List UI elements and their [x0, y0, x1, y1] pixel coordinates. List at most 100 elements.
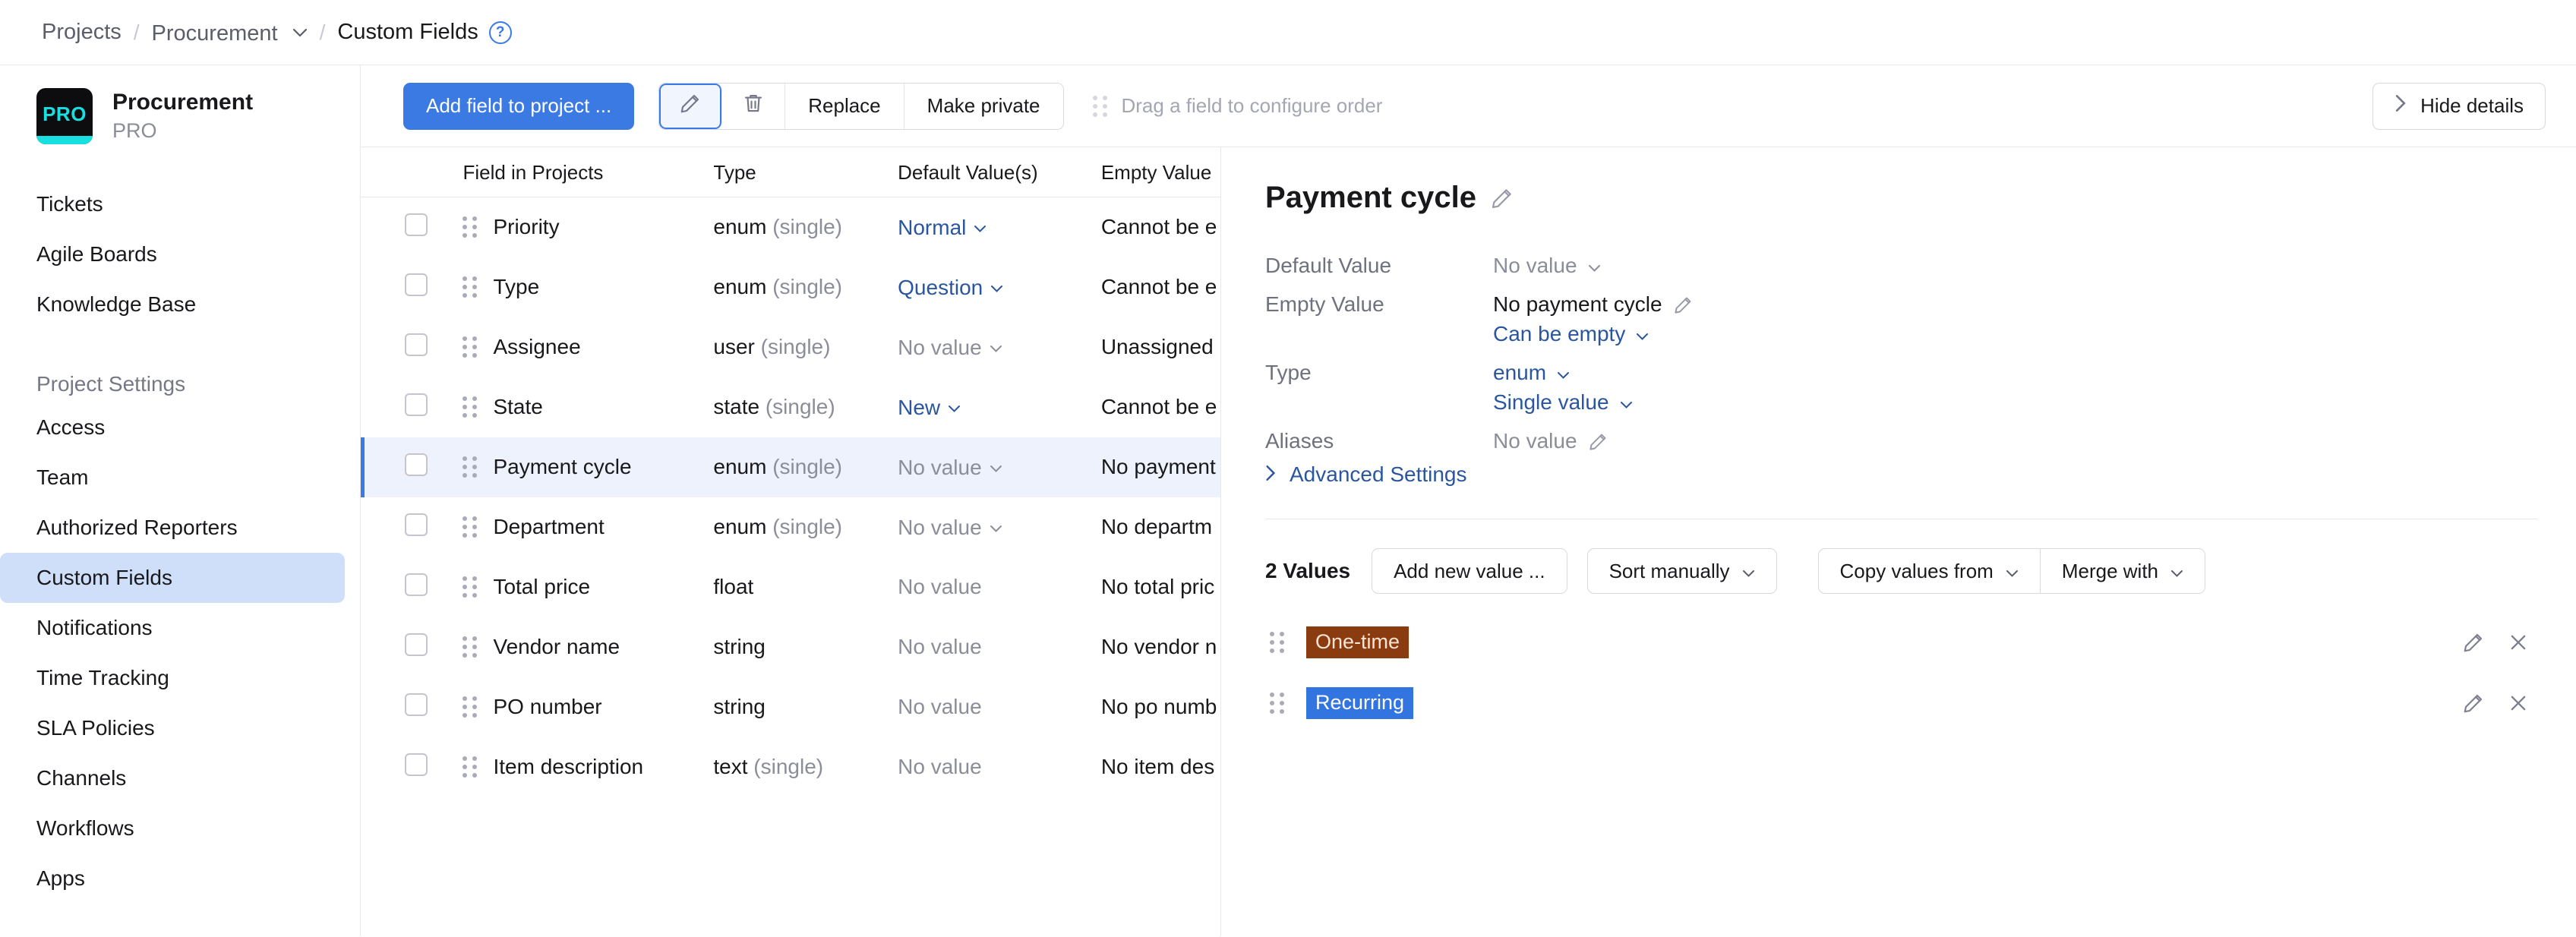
- drag-handle-icon[interactable]: [462, 636, 478, 658]
- row-default-cell[interactable]: New: [898, 377, 1101, 437]
- sidebar-item-team[interactable]: Team: [0, 453, 345, 503]
- default-value-dropdown[interactable]: No value: [1493, 254, 1601, 278]
- edit-field-button[interactable]: [659, 83, 723, 129]
- sidebar-item-tickets[interactable]: Tickets: [0, 179, 345, 229]
- sidebar-item-notifications[interactable]: Notifications: [0, 603, 345, 653]
- default-value-label: Default Value: [1265, 254, 1392, 277]
- field-default-value[interactable]: No value: [898, 516, 982, 539]
- row-checkbox[interactable]: [405, 393, 428, 416]
- sidebar-item-custom-fields[interactable]: Custom Fields: [0, 553, 345, 603]
- table-row[interactable]: Assignee user (single) No value Unassign…: [361, 317, 1220, 377]
- close-icon[interactable]: [2508, 692, 2529, 714]
- drag-handle-icon[interactable]: [462, 696, 478, 718]
- breadcrumb-projects[interactable]: Projects: [42, 20, 122, 44]
- row-checkbox[interactable]: [405, 573, 428, 596]
- drag-handle-icon[interactable]: [462, 516, 478, 538]
- field-default-value[interactable]: Question: [898, 276, 983, 299]
- sidebar-item-authorized-reporters[interactable]: Authorized Reporters: [0, 503, 345, 553]
- drag-handle-icon[interactable]: [462, 756, 478, 778]
- row-checkbox[interactable]: [405, 752, 428, 776]
- chevron-down-icon[interactable]: [948, 394, 961, 418]
- table-row[interactable]: Type enum (single) Question Cannot be e: [361, 257, 1220, 317]
- table-row[interactable]: Payment cycle enum (single) No value No …: [361, 437, 1220, 497]
- row-default-cell[interactable]: No value: [898, 497, 1101, 557]
- row-checkbox[interactable]: [405, 633, 428, 656]
- sidebar-item-knowledge-base[interactable]: Knowledge Base: [0, 279, 345, 330]
- aliases-label: Aliases: [1265, 429, 1334, 453]
- advanced-settings-toggle[interactable]: Advanced Settings: [1265, 462, 2538, 487]
- drag-handle-icon[interactable]: [462, 456, 478, 478]
- row-default-cell[interactable]: Question: [898, 257, 1101, 317]
- field-type: enum: [713, 515, 767, 538]
- sidebar-item-workflows[interactable]: Workflows: [0, 803, 345, 853]
- add-new-value-button[interactable]: Add new value ...: [1372, 548, 1567, 594]
- chevron-down-icon[interactable]: [990, 454, 1002, 478]
- chevron-down-icon[interactable]: [990, 274, 1003, 298]
- drag-handle-icon[interactable]: [1270, 692, 1285, 714]
- field-default-value[interactable]: No value: [898, 456, 982, 479]
- table-row[interactable]: State state (single) New Cannot be e: [361, 377, 1220, 437]
- sidebar-item-channels[interactable]: Channels: [0, 753, 345, 803]
- row-default-cell[interactable]: No value: [898, 317, 1101, 377]
- pencil-icon[interactable]: [1588, 431, 1608, 452]
- add-field-to-project-button[interactable]: Add field to project ...: [403, 82, 635, 130]
- row-default-cell[interactable]: Normal: [898, 197, 1101, 257]
- pencil-icon[interactable]: [2462, 631, 2485, 654]
- drag-handle-icon[interactable]: [462, 276, 478, 298]
- make-private-button[interactable]: Make private: [904, 83, 1063, 129]
- help-icon[interactable]: ?: [488, 21, 512, 44]
- value-chip[interactable]: One-time: [1306, 626, 1410, 658]
- field-default-value[interactable]: New: [898, 396, 941, 419]
- replace-button[interactable]: Replace: [785, 83, 904, 129]
- list-item[interactable]: One-time: [1265, 612, 2538, 673]
- sidebar-item-agile-boards[interactable]: Agile Boards: [0, 229, 345, 279]
- chevron-down-icon[interactable]: [990, 514, 1002, 538]
- table-row[interactable]: Vendor name string No value No vendor n: [361, 617, 1220, 677]
- can-be-empty-dropdown[interactable]: Can be empty: [1493, 322, 1649, 346]
- row-checkbox[interactable]: [405, 273, 428, 296]
- row-checkbox[interactable]: [405, 333, 428, 356]
- close-icon[interactable]: [2508, 632, 2529, 653]
- drag-order-hint: Drag a field to configure order: [1092, 94, 1382, 118]
- row-checkbox[interactable]: [405, 513, 428, 536]
- row-default-cell[interactable]: No value: [898, 437, 1101, 497]
- list-item[interactable]: Recurring: [1265, 673, 2538, 734]
- pencil-icon[interactable]: [2462, 692, 2485, 715]
- values-count: 2 Values: [1265, 559, 1351, 582]
- sort-manually-button[interactable]: Sort manually: [1586, 548, 1777, 594]
- breadcrumb-project[interactable]: Procurement: [152, 19, 308, 46]
- drag-handle-icon[interactable]: [462, 216, 478, 238]
- sidebar-item-access[interactable]: Access: [0, 402, 345, 453]
- table-row[interactable]: Priority enum (single) Normal Cannot be …: [361, 197, 1220, 257]
- drag-handle-icon[interactable]: [1270, 632, 1285, 653]
- pencil-icon[interactable]: [1490, 186, 1514, 210]
- chevron-down-icon[interactable]: [974, 214, 987, 238]
- sidebar-item-sla-policies[interactable]: SLA Policies: [0, 703, 345, 753]
- sidebar-item-time-tracking[interactable]: Time Tracking: [0, 653, 345, 703]
- type-dropdown[interactable]: enum: [1493, 361, 1570, 385]
- delete-field-button[interactable]: [722, 83, 786, 129]
- project-header[interactable]: PRO Procurement PRO: [0, 88, 360, 144]
- table-row[interactable]: PO number string No value No po numb: [361, 677, 1220, 737]
- chevron-down-icon[interactable]: [292, 19, 308, 44]
- merge-with-button[interactable]: Merge with: [2039, 548, 2205, 594]
- sidebar-item-apps[interactable]: Apps: [0, 853, 345, 904]
- row-checkbox[interactable]: [405, 692, 428, 716]
- table-row[interactable]: Department enum (single) No value No dep…: [361, 497, 1220, 557]
- table-row[interactable]: Item description text (single) No value …: [361, 737, 1220, 797]
- copy-values-from-button[interactable]: Copy values from: [1817, 548, 2040, 594]
- field-default-value[interactable]: No value: [898, 336, 982, 359]
- row-checkbox[interactable]: [405, 453, 428, 476]
- chevron-down-icon[interactable]: [990, 334, 1002, 358]
- hide-details-button[interactable]: Hide details: [2372, 82, 2546, 130]
- value-chip[interactable]: Recurring: [1306, 687, 1414, 719]
- drag-handle-icon[interactable]: [462, 396, 478, 418]
- table-row[interactable]: Total price float No value No total pric: [361, 557, 1220, 617]
- drag-handle-icon[interactable]: [462, 576, 478, 598]
- pencil-icon[interactable]: [1673, 295, 1694, 315]
- drag-handle-icon[interactable]: [462, 336, 478, 358]
- cardinality-text: Single value: [1493, 390, 1609, 414]
- cardinality-dropdown[interactable]: Single value: [1493, 390, 1633, 415]
- row-checkbox[interactable]: [405, 213, 428, 236]
- field-default-value[interactable]: Normal: [898, 216, 967, 240]
